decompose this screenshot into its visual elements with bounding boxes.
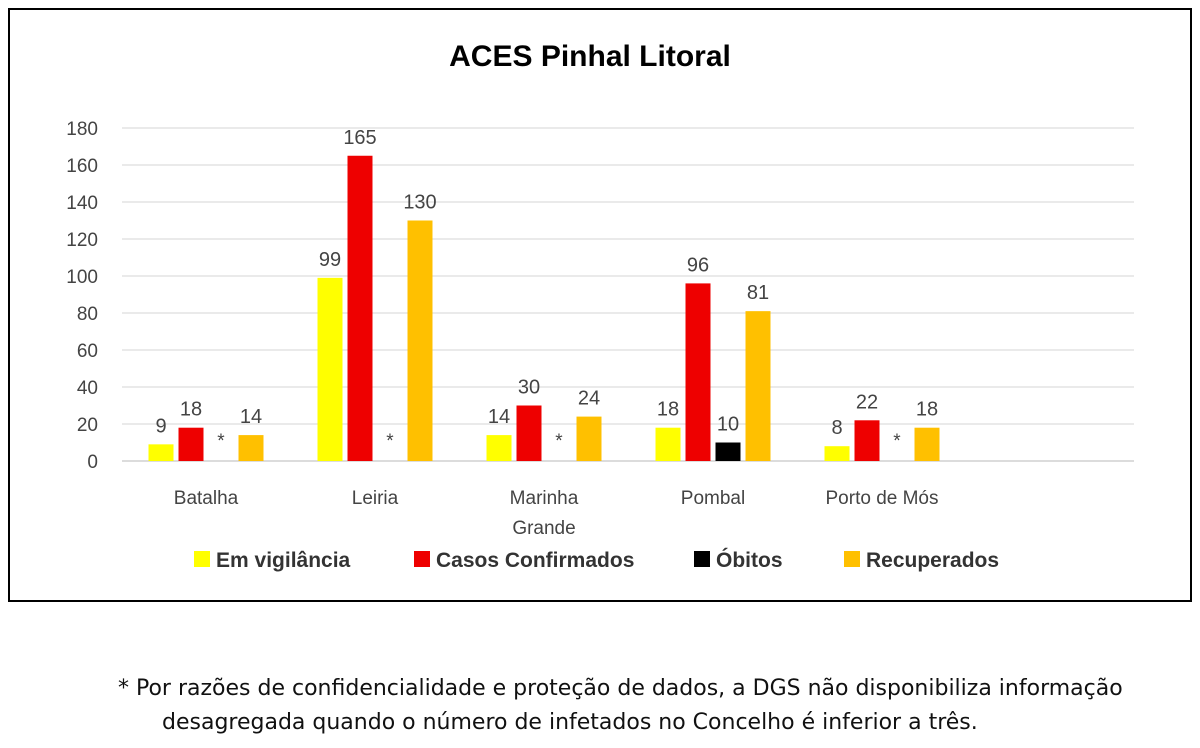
legend-swatch xyxy=(194,551,210,567)
data-label-missing: * xyxy=(386,431,394,452)
y-tick-label: 20 xyxy=(77,415,98,436)
data-label: 9 xyxy=(155,415,166,437)
data-label: 18 xyxy=(180,399,202,421)
legend-item: Casos Confirmados xyxy=(414,549,634,572)
footnote-line-1: * Por razões de confidencialidade e prot… xyxy=(118,676,1200,701)
data-label: 24 xyxy=(578,388,600,410)
data-label-missing: * xyxy=(217,431,225,452)
x-tick-label: Pombal xyxy=(681,488,745,509)
data-labels: 9 18 * 14 99 165 * 130 14 30 * 24 18 96 10 81 8 22 * 18 xyxy=(155,127,938,452)
y-tick-label: 80 xyxy=(77,304,98,325)
x-tick-label: Leiria xyxy=(352,488,399,509)
bar xyxy=(577,417,602,461)
y-axis-ticks: 0 20 40 60 80 100 120 140 160 180 xyxy=(66,119,98,473)
x-tick-label: Grande xyxy=(512,518,575,539)
data-label: 18 xyxy=(916,399,938,421)
data-label: 165 xyxy=(343,127,376,149)
bar xyxy=(487,435,512,461)
data-label-missing: * xyxy=(555,431,563,452)
bar xyxy=(746,311,771,461)
bar xyxy=(716,443,741,462)
x-tick-label: Porto de Mós xyxy=(826,488,939,509)
y-tick-label: 40 xyxy=(77,378,98,399)
bar xyxy=(686,283,711,461)
legend-label: Recuperados xyxy=(866,549,999,572)
data-label: 10 xyxy=(717,414,739,436)
bar xyxy=(855,420,880,461)
data-label: 99 xyxy=(319,249,341,271)
bar xyxy=(915,428,940,461)
legend-label: Casos Confirmados xyxy=(436,549,634,572)
chart-frame: ACES Pinhal Litoral 0 20 40 60 80 100 120 140 16… xyxy=(8,8,1192,602)
legend-label: Em vigilância xyxy=(216,549,351,572)
legend-item: Óbitos xyxy=(694,548,783,572)
footnote-line-2: desagregada quando o número de infetados… xyxy=(162,710,1200,735)
bar xyxy=(825,446,850,461)
data-label: 18 xyxy=(657,399,679,421)
x-tick-label: Marinha xyxy=(510,488,579,509)
y-tick-label: 120 xyxy=(66,230,98,251)
data-label: 130 xyxy=(403,192,436,214)
data-label: 30 xyxy=(518,377,540,399)
data-label: 22 xyxy=(856,391,878,413)
y-tick-label: 140 xyxy=(66,193,98,214)
legend-item: Recuperados xyxy=(844,549,999,572)
data-label: 96 xyxy=(687,254,709,276)
legend-item: Em vigilância xyxy=(194,549,351,572)
y-tick-label: 100 xyxy=(66,267,98,288)
legend-swatch xyxy=(414,551,430,567)
bar xyxy=(656,428,681,461)
bar xyxy=(318,278,343,461)
legend-label: Óbitos xyxy=(716,548,783,572)
y-tick-label: 180 xyxy=(66,119,98,140)
data-label: 8 xyxy=(831,417,842,439)
bar xyxy=(179,428,204,461)
x-axis-ticks: Batalha Leiria Marinha Grande Pombal Porto de… xyxy=(174,488,939,539)
data-label: 14 xyxy=(240,406,262,428)
bar xyxy=(348,156,373,461)
x-tick-label: Batalha xyxy=(174,488,239,509)
bar xyxy=(239,435,264,461)
data-label: 81 xyxy=(747,282,769,304)
bar-chart: ACES Pinhal Litoral 0 20 40 60 80 100 120 140 16… xyxy=(10,10,1190,600)
legend-swatch xyxy=(844,551,860,567)
legend-swatch xyxy=(694,551,710,567)
bar xyxy=(408,221,433,462)
bar xyxy=(149,444,174,461)
bar xyxy=(517,406,542,462)
chart-title: ACES Pinhal Litoral xyxy=(449,40,731,73)
data-label-missing: * xyxy=(893,431,901,452)
legend: Em vigilância Casos Confirmados Óbitos Recu… xyxy=(194,548,999,572)
y-tick-label: 0 xyxy=(87,452,98,473)
data-label: 14 xyxy=(488,406,510,428)
y-tick-label: 60 xyxy=(77,341,98,362)
y-tick-label: 160 xyxy=(66,156,98,177)
gridlines xyxy=(122,128,1134,461)
